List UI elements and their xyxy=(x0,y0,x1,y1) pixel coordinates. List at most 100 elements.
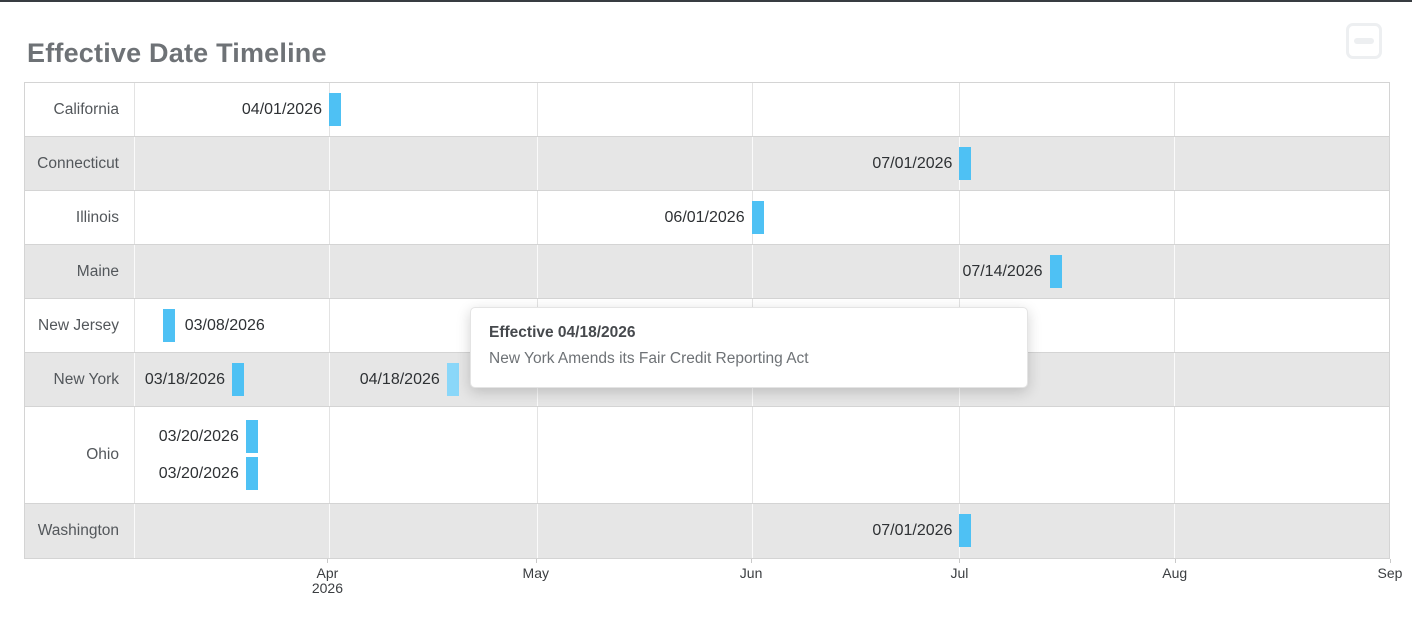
gridline xyxy=(1174,83,1176,136)
gridline xyxy=(536,407,538,503)
gridline xyxy=(536,245,538,298)
timeline-row-ohio: Ohio 03/20/2026 03/20/2026 xyxy=(25,407,1389,504)
gridline xyxy=(328,353,330,406)
event-bar[interactable] xyxy=(959,147,972,180)
gridline xyxy=(959,245,961,298)
gridline xyxy=(536,83,538,136)
event-date-label: 07/01/2026 xyxy=(872,522,953,539)
row-track: 03/20/2026 03/20/2026 xyxy=(134,407,1389,503)
row-label: New Jersey xyxy=(38,316,119,334)
event-bar[interactable] xyxy=(328,93,341,126)
axis-tick-label: Sep xyxy=(1377,565,1403,581)
event-date-label: 03/20/2026 xyxy=(158,428,239,445)
gridline xyxy=(1174,299,1176,352)
row-track: 07/14/2026 xyxy=(134,245,1389,298)
time-axis: Apr 2026 May Jun Jul Aug Sep xyxy=(133,559,1402,604)
row-label: Maine xyxy=(76,262,119,280)
event-date-label: 03/08/2026 xyxy=(184,317,265,334)
timeline-row-california: California 04/01/2026 xyxy=(25,83,1389,137)
gridline xyxy=(1174,137,1176,190)
event-bar[interactable] xyxy=(245,457,258,490)
gridline xyxy=(328,407,330,503)
gridline xyxy=(751,407,753,503)
gridline xyxy=(959,407,961,503)
row-label: Illinois xyxy=(75,208,119,226)
gridline xyxy=(959,83,961,136)
axis-tick-mark xyxy=(751,559,753,563)
timeline-event: 04/18/2026 xyxy=(360,363,459,396)
timeline-row-washington: Washington 07/01/2026 xyxy=(25,504,1389,558)
gridline xyxy=(751,137,753,190)
event-bar[interactable] xyxy=(162,309,175,342)
axis-tick-mark xyxy=(327,559,329,563)
tooltip-body: New York Amends its Fair Credit Reportin… xyxy=(489,350,809,367)
gridline xyxy=(328,504,330,558)
event-bar[interactable] xyxy=(446,363,459,396)
page-title: Effective Date Timeline xyxy=(27,38,327,69)
timeline-row-maine: Maine 07/14/2026 xyxy=(25,245,1389,299)
gridline xyxy=(751,245,753,298)
timeline-event: 07/01/2026 xyxy=(872,514,972,547)
gridline xyxy=(1174,407,1176,503)
row-label: Washington xyxy=(37,522,119,539)
row-label: California xyxy=(53,100,119,118)
axis-tick-label: Jun xyxy=(739,565,763,581)
axis-tick-mark xyxy=(959,559,961,563)
gridline xyxy=(751,83,753,136)
tooltip-title: Effective 04/18/2026 xyxy=(489,324,636,341)
event-bar[interactable] xyxy=(751,201,764,234)
row-label: Ohio xyxy=(86,446,119,463)
axis-tick-mark xyxy=(1174,559,1176,563)
timeline-event: 03/18/2026 xyxy=(145,363,244,396)
axis-tick-label: Jul xyxy=(950,565,969,581)
axis-tick-mark xyxy=(1390,559,1391,563)
timeline-event: 03/08/2026 xyxy=(162,309,265,342)
event-date-label: 07/01/2026 xyxy=(872,155,953,172)
axis-tick-label: Apr 2026 xyxy=(311,565,344,596)
gridline xyxy=(328,245,330,298)
tooltip: Effective 04/18/2026 New York Amends its… xyxy=(470,307,1028,388)
event-date-label: 03/18/2026 xyxy=(144,371,225,388)
event-bar[interactable] xyxy=(1049,255,1062,288)
timeline-event: 07/01/2026 xyxy=(872,147,972,180)
row-track: 03/08/2026 xyxy=(134,299,1389,352)
row-track: 07/01/2026 xyxy=(134,504,1389,558)
event-bar[interactable] xyxy=(231,363,244,396)
row-label: Connecticut xyxy=(37,154,119,172)
gridline xyxy=(1174,245,1176,298)
gridline xyxy=(328,137,330,190)
event-bar[interactable] xyxy=(959,514,972,547)
gridline xyxy=(959,191,961,244)
event-date-label: 04/18/2026 xyxy=(359,371,440,388)
timeline-row-connecticut: Connecticut 07/01/2026 xyxy=(25,137,1389,191)
row-label: New York xyxy=(53,370,119,388)
timeline-row-illinois: Illinois 06/01/2026 xyxy=(25,191,1389,245)
timeline-event: 03/20/2026 xyxy=(159,420,258,453)
axis-tick-label: Aug xyxy=(1162,565,1188,581)
gridline xyxy=(1174,353,1176,406)
gridline xyxy=(751,504,753,558)
gridline xyxy=(328,191,330,244)
timeline-event: 04/01/2026 xyxy=(242,93,341,126)
gridline xyxy=(1174,504,1176,558)
window-top-border xyxy=(0,0,1412,2)
row-track: 03/18/2026 04/18/2026 xyxy=(134,353,1389,406)
timeline-event: 06/01/2026 xyxy=(665,201,764,234)
axis-tick-label: May xyxy=(522,565,550,581)
event-date-label: 03/20/2026 xyxy=(158,465,239,482)
axis-tick-mark xyxy=(535,559,537,563)
gridline xyxy=(1174,191,1176,244)
row-track: 06/01/2026 xyxy=(134,191,1389,244)
row-track: 07/01/2026 xyxy=(134,137,1389,190)
timeline-event: 03/20/2026 xyxy=(159,457,258,490)
row-track: 04/01/2026 xyxy=(134,83,1389,136)
event-date-label: 07/14/2026 xyxy=(962,263,1043,280)
collapse-panel-button[interactable] xyxy=(1346,23,1382,59)
gridline xyxy=(328,299,330,352)
event-bar[interactable] xyxy=(245,420,258,453)
gridline xyxy=(536,137,538,190)
timeline-event: 07/14/2026 xyxy=(962,255,1062,288)
event-date-label: 06/01/2026 xyxy=(664,209,745,226)
gridline xyxy=(536,504,538,558)
minus-square-icon xyxy=(1354,38,1374,44)
